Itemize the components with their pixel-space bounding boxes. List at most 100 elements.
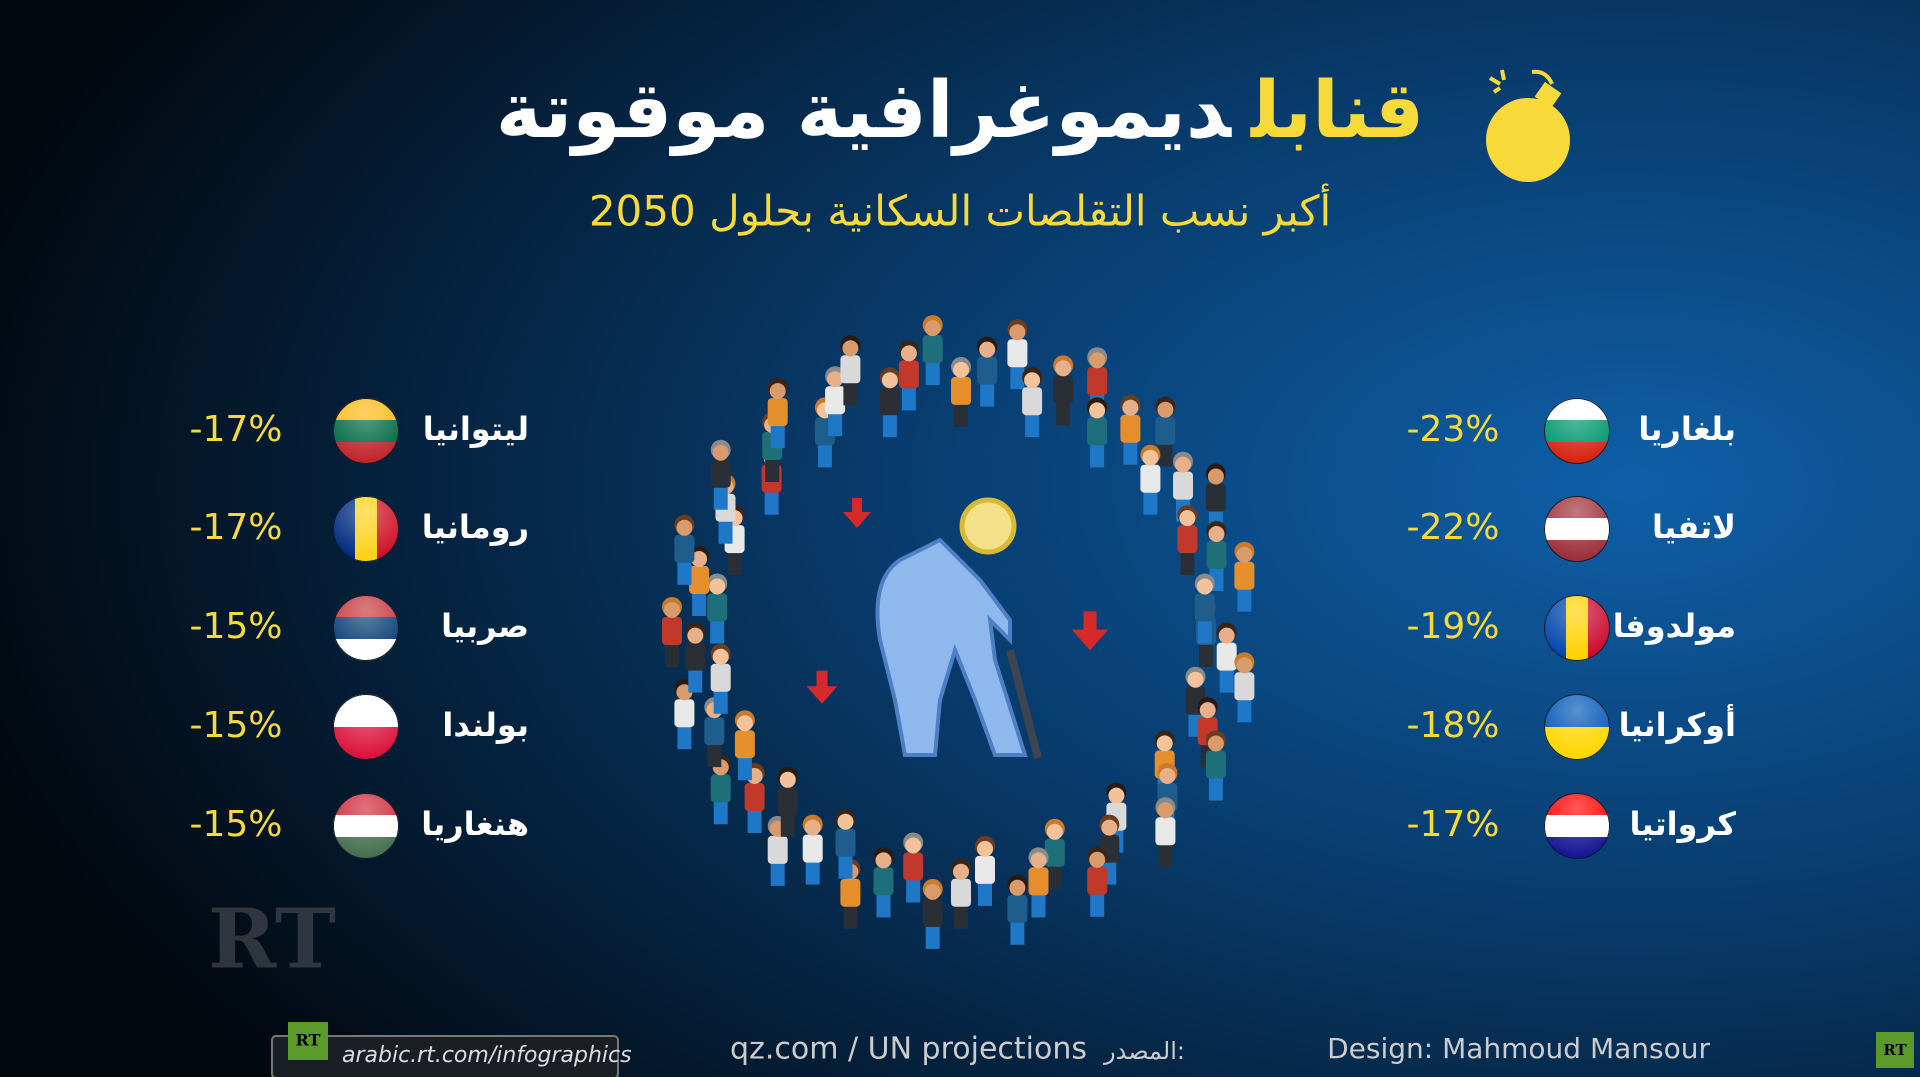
person-icon xyxy=(685,622,706,693)
person-legs xyxy=(925,359,940,386)
person-body xyxy=(674,699,695,728)
person-legs xyxy=(843,379,858,406)
person-icon xyxy=(951,356,971,427)
rt-corner-text: RT xyxy=(1883,1041,1907,1059)
person-icon xyxy=(840,335,861,406)
country-name: بولندا xyxy=(442,706,529,744)
person-head xyxy=(1101,819,1118,836)
person-icon xyxy=(1087,347,1108,418)
person-head xyxy=(1089,851,1106,868)
person-body xyxy=(825,386,846,415)
person-body xyxy=(689,566,710,594)
person-body xyxy=(1206,541,1227,569)
person-legs xyxy=(713,687,728,714)
person-head xyxy=(837,813,854,830)
person-icon xyxy=(1194,573,1215,644)
person-body xyxy=(707,593,728,622)
title-rest: ديموغرافية موقوتة xyxy=(496,66,1232,156)
change-value: -17% xyxy=(1406,804,1499,845)
rt-badge-text: RT xyxy=(296,1031,321,1050)
change-value: -15% xyxy=(189,606,282,647)
person-head xyxy=(1236,546,1253,563)
person-body xyxy=(903,852,924,881)
person-legs xyxy=(747,807,762,833)
person-body xyxy=(951,376,971,405)
person-body xyxy=(767,835,788,864)
person-legs xyxy=(718,517,733,544)
person-body xyxy=(951,878,971,907)
person-icon xyxy=(1028,847,1049,918)
flag-gloss xyxy=(333,694,399,760)
person-icon xyxy=(710,643,731,714)
person-head xyxy=(900,345,917,362)
person-head xyxy=(691,551,708,567)
person-legs xyxy=(817,441,832,468)
person-legs xyxy=(1010,363,1025,390)
flag xyxy=(1544,793,1610,859)
person-body xyxy=(1234,672,1255,701)
person-icon xyxy=(922,878,943,949)
person-icon xyxy=(1205,730,1226,801)
person-legs xyxy=(838,852,853,879)
person-body xyxy=(662,617,682,645)
person-icon xyxy=(1234,541,1255,612)
person-legs xyxy=(770,859,785,886)
person-head xyxy=(709,578,726,595)
person-legs xyxy=(1237,696,1252,723)
person-head xyxy=(1108,787,1125,804)
person-icon xyxy=(879,367,900,438)
down-arrow xyxy=(1071,611,1109,651)
person-head xyxy=(1199,702,1216,719)
source-label: المصدر: xyxy=(1103,1037,1185,1065)
person-head xyxy=(977,840,993,857)
person-body xyxy=(1216,642,1237,671)
person-legs xyxy=(906,876,921,903)
person-legs xyxy=(1237,585,1252,612)
person-body xyxy=(1234,561,1255,590)
person-head xyxy=(1142,449,1159,466)
person-legs xyxy=(843,902,858,929)
flag-gloss xyxy=(333,398,399,464)
person-body xyxy=(710,774,731,803)
change-value: -15% xyxy=(189,705,282,746)
flag-gloss xyxy=(1544,694,1610,760)
person-head xyxy=(712,444,729,461)
person-head xyxy=(779,771,796,788)
person-legs xyxy=(1199,641,1213,667)
person-legs xyxy=(1090,890,1105,917)
person-head xyxy=(1046,823,1063,840)
person-legs xyxy=(770,422,785,449)
person-head xyxy=(1009,324,1026,341)
person-legs xyxy=(727,549,742,576)
person-head xyxy=(1089,402,1106,419)
person-icon xyxy=(1007,874,1028,945)
person-body xyxy=(1205,483,1226,512)
person-icon xyxy=(1185,666,1206,737)
person-head xyxy=(1208,526,1225,542)
rt-watermark: RT xyxy=(208,891,336,987)
person-body xyxy=(1044,838,1065,867)
person-body xyxy=(922,335,943,364)
person-legs xyxy=(1180,549,1195,576)
person-legs xyxy=(901,384,916,411)
change-value: -23% xyxy=(1406,409,1499,450)
person-body xyxy=(977,356,998,385)
flag xyxy=(1544,496,1610,562)
person-body xyxy=(767,398,788,427)
flag-gloss xyxy=(333,595,399,661)
person-head xyxy=(1207,735,1224,752)
person-body xyxy=(873,867,894,896)
person-legs xyxy=(980,380,995,407)
person-head xyxy=(953,361,969,378)
person-body xyxy=(685,642,706,671)
person-body xyxy=(1022,387,1043,416)
country-name: هنغاريا xyxy=(421,805,529,843)
elder-figure xyxy=(875,497,1042,760)
person-legs xyxy=(1208,774,1223,801)
person-head xyxy=(1157,401,1174,418)
person-head xyxy=(924,320,941,337)
person-icon xyxy=(1120,394,1141,465)
flag-gloss xyxy=(1544,398,1610,464)
